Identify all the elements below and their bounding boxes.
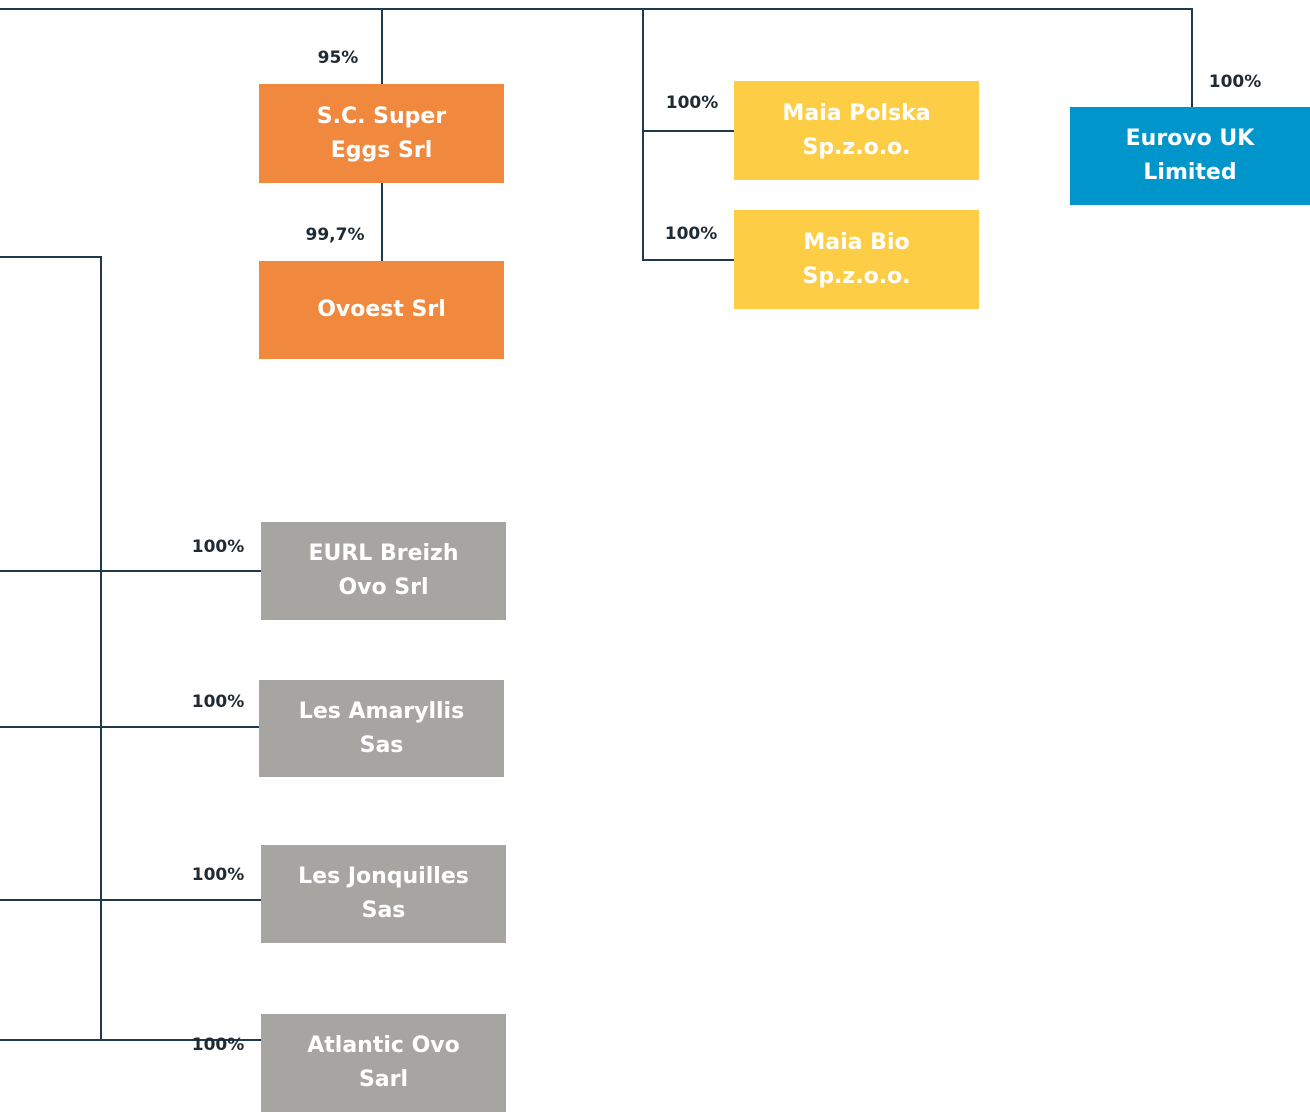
- entity-box: Ovoest Srl: [259, 261, 504, 359]
- entity-name: Les Jonquilles: [298, 864, 469, 889]
- entity-name: Sp.z.o.o.: [802, 263, 911, 289]
- entity-name: Ovoest Srl: [317, 297, 446, 322]
- ownership-share: 99,7%: [305, 225, 365, 245]
- entity-name: Atlantic Ovo: [307, 1033, 460, 1058]
- ownership-share: 100%: [191, 1035, 245, 1055]
- entity-name: EURL Breizh: [308, 541, 459, 566]
- ownership-share: 100%: [665, 93, 719, 113]
- entity-name: Maia Bio: [803, 229, 910, 255]
- entity-box: Atlantic Ovo Sarl: [261, 1014, 506, 1112]
- entity-box: Maia Bio Sp.z.o.o.: [734, 210, 979, 309]
- entity-name: Sp.z.o.o.: [802, 134, 911, 160]
- ownership-share: 95%: [317, 48, 359, 68]
- entity-name: Eggs Srl: [330, 137, 433, 163]
- entity-box: EURL Breizh Ovo Srl: [261, 522, 506, 620]
- ownership-share: 100%: [1208, 72, 1262, 92]
- entity-name: S.C. Super: [316, 103, 447, 129]
- entity-box: Les Amaryllis Sas: [259, 680, 504, 777]
- entity-name: Limited: [1143, 160, 1237, 185]
- entity-box: Les Jonquilles Sas: [261, 845, 506, 943]
- entity-name: Sas: [361, 898, 406, 923]
- entity-name: Maia Polska: [782, 100, 931, 126]
- entity-name: Ovo Srl: [338, 575, 429, 600]
- ownership-share: 100%: [191, 692, 245, 712]
- entity-box: S.C. Super Eggs Srl: [259, 84, 504, 183]
- ownership-share: 100%: [191, 865, 245, 885]
- entity-box: Maia Polska Sp.z.o.o.: [734, 81, 979, 180]
- entity-name: Les Amaryllis: [298, 698, 465, 724]
- entity-box: Eurovo UK Limited: [1070, 107, 1310, 205]
- entity-name: Eurovo UK: [1125, 126, 1255, 151]
- entity-name: Sarl: [358, 1067, 409, 1092]
- ownership-share: 100%: [191, 537, 245, 557]
- entity-name: Sas: [359, 732, 404, 758]
- ownership-share: 100%: [664, 224, 718, 244]
